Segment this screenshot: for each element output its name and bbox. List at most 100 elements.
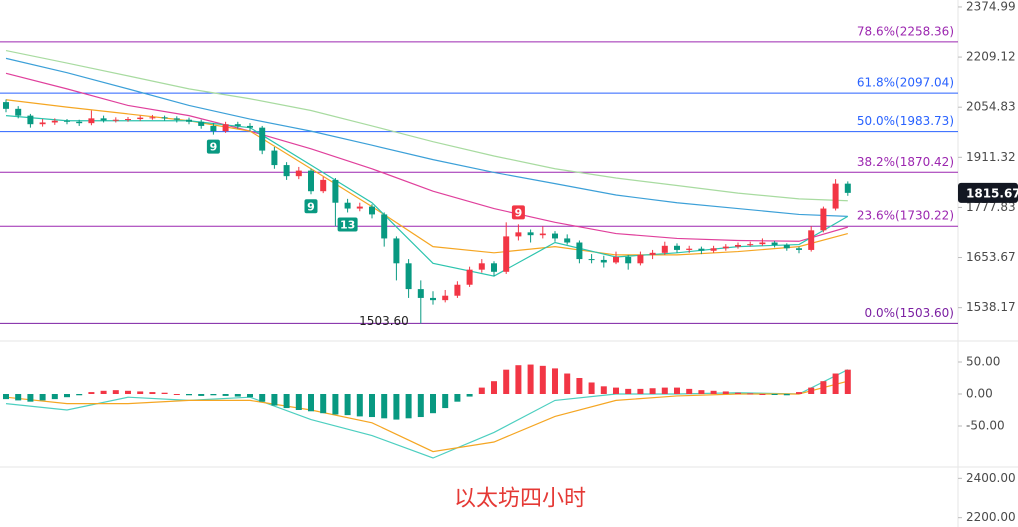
candle-body [820, 208, 827, 231]
y-tick-label: 50.00 [966, 355, 1000, 369]
candle-body [576, 242, 583, 260]
td-marker-box [511, 205, 525, 220]
candle-body [832, 183, 839, 209]
histogram-bar [600, 386, 607, 394]
candle-body [356, 206, 363, 209]
candle-body [771, 242, 778, 245]
last-price: 1815.67 [966, 186, 1018, 200]
candle-body [234, 124, 241, 126]
y-tick-label: 2374.99 [966, 0, 1016, 13]
histogram-bar [247, 394, 253, 398]
candle-body [247, 125, 253, 128]
histogram-bar [747, 393, 754, 395]
histogram-bar [161, 392, 168, 394]
candle-body [527, 232, 534, 236]
candle-body [295, 170, 302, 177]
candle-body [430, 297, 436, 301]
candle-body [76, 121, 83, 124]
histogram-bar [125, 390, 131, 394]
histogram-bar [15, 394, 22, 401]
y-tick-label: 2054.83 [966, 100, 1016, 114]
histogram-bar [27, 394, 34, 402]
candle-body [393, 238, 400, 264]
histogram-bar [491, 381, 497, 394]
candle-body [88, 118, 95, 124]
histogram-bar [820, 381, 827, 394]
histogram-bar [588, 382, 595, 394]
histogram-bar [369, 394, 375, 418]
candle-body [637, 254, 644, 264]
candle-body [698, 248, 705, 251]
y-tick-label: 0.00 [966, 387, 993, 401]
candle-body [844, 183, 851, 193]
candle-body [381, 214, 388, 239]
td-marker: 9 [515, 206, 523, 219]
candle-body [51, 120, 58, 123]
y-tick-label: 2209.12 [966, 50, 1016, 64]
histogram-bar [527, 364, 534, 394]
histogram-bar [234, 394, 241, 397]
histogram-bar [649, 388, 656, 394]
histogram-bar [88, 392, 95, 394]
indicator-line [5, 99, 848, 256]
indicator-line [5, 115, 849, 277]
candle-body [222, 124, 229, 132]
y-tick-label: 1653.67 [966, 250, 1016, 264]
y-tick-label: 2200.00 [966, 510, 1016, 524]
histogram-bar [283, 394, 290, 409]
histogram-bar [442, 394, 449, 409]
candle-body [405, 263, 412, 290]
candle-body [308, 170, 314, 192]
candle-body [332, 179, 339, 203]
candle-body [39, 122, 46, 125]
histogram-bar [173, 394, 180, 395]
y-tick-label: 1538.17 [966, 300, 1016, 314]
level-label: 78.6%(2258.36) [857, 24, 954, 38]
histogram-bar [210, 394, 217, 396]
histogram-bar [332, 394, 339, 415]
candle-body [686, 248, 693, 250]
histogram-bar [3, 394, 9, 400]
candle-body [466, 269, 473, 285]
level-label: 0.0%(1503.60) [865, 306, 954, 320]
histogram-bar [76, 394, 83, 396]
histogram-bar [564, 373, 571, 394]
histogram-bar [796, 392, 802, 394]
indicator-line [5, 57, 848, 217]
candle-body [503, 236, 510, 272]
histogram-bar [308, 394, 314, 412]
candle-body [161, 117, 168, 119]
candle-body [588, 259, 595, 261]
histogram-bar [112, 390, 119, 394]
histogram-bar [686, 388, 693, 394]
indicator-line [5, 49, 848, 202]
histogram-bar [466, 394, 473, 397]
candle-body [173, 118, 180, 120]
histogram-bar [271, 394, 278, 406]
histogram-bar [344, 394, 351, 416]
histogram-bar [51, 394, 58, 400]
histogram-bar [393, 394, 400, 420]
candle-body [600, 259, 607, 263]
candle-body [27, 115, 34, 125]
last-price-tag [958, 182, 1018, 203]
candle-body [344, 202, 351, 209]
candle-body [491, 263, 497, 272]
histogram-bar [39, 394, 46, 401]
level-label: 61.8%(2097.04) [857, 76, 954, 90]
candle-body [186, 119, 192, 122]
candle-body [442, 295, 449, 301]
candle-body [271, 150, 278, 166]
level-label: 50.0%(1983.73) [857, 114, 954, 128]
histogram-bar [832, 373, 839, 394]
histogram-bar [771, 394, 778, 395]
histogram-bar [222, 394, 229, 396]
candle-body [613, 256, 619, 263]
candle-body [149, 117, 156, 119]
candle-body [796, 248, 802, 250]
candle-body [259, 127, 266, 151]
candle-body [478, 263, 485, 270]
histogram-bar [576, 378, 583, 394]
candle-body [417, 289, 424, 298]
